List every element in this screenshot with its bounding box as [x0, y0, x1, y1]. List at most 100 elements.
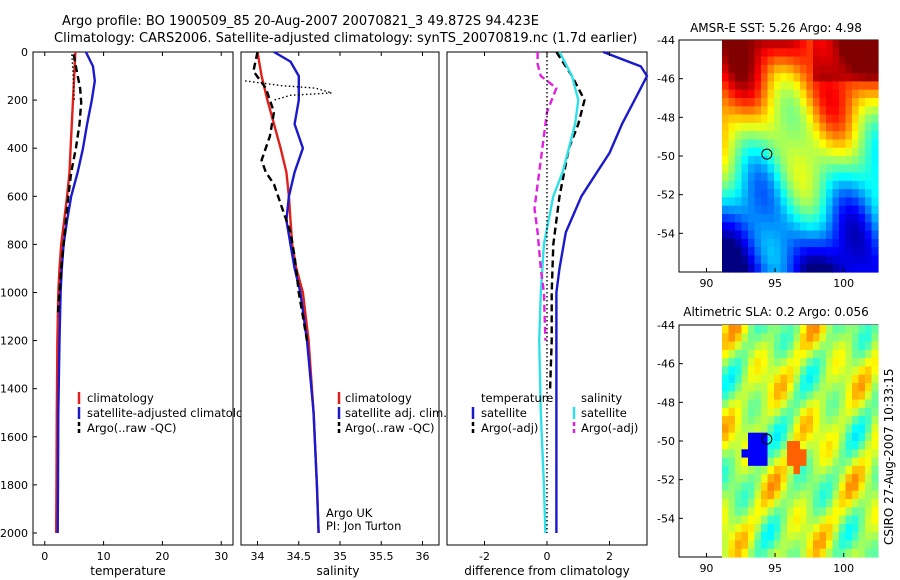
heatmap-cell: [852, 114, 860, 124]
heatmap-cell: [735, 482, 743, 492]
heatmap-cell: [767, 333, 775, 343]
heatmap-cell: [787, 548, 795, 558]
heatmap-cell: [722, 263, 730, 273]
heatmap-cell: [735, 399, 743, 409]
heatmap-cell: [767, 457, 775, 467]
heatmap-cell: [761, 399, 769, 409]
heatmap-cell: [806, 205, 814, 215]
heatmap-cell: [780, 81, 788, 91]
heatmap-cell: [748, 247, 756, 257]
heatmap-cell: [761, 416, 769, 426]
heatmap-cell: [767, 325, 775, 334]
heatmap-cell: [748, 482, 756, 492]
heatmap-cell: [767, 490, 775, 500]
heatmap-cell: [722, 548, 730, 558]
heatmap-cell: [826, 180, 834, 190]
heatmap-cell: [774, 391, 782, 401]
heatmap-cell: [728, 432, 736, 442]
heatmap-cell: [865, 172, 873, 182]
heatmap-cell: [819, 441, 827, 450]
heatmap-cell: [832, 482, 840, 492]
heatmap-cell: [741, 172, 749, 182]
heatmap-cell: [845, 366, 853, 376]
heatmap-cell: [787, 532, 795, 542]
heatmap-cell: [858, 325, 866, 334]
heatmap-cell: [741, 424, 749, 434]
heatmap-cell: [722, 189, 730, 199]
heatmap-cell: [819, 548, 827, 558]
heatmap-cell: [806, 156, 814, 165]
temperature-series-group: [55, 51, 97, 534]
series-line-satellite-adj-clim-: [273, 50, 320, 534]
heatmap-cell: [780, 325, 788, 334]
heatmap-cell: [748, 139, 756, 149]
heatmap-cell: [832, 40, 840, 49]
heatmap-cell: [806, 131, 814, 141]
heatmap-cell: [780, 540, 788, 550]
heatmap-cell: [754, 391, 762, 401]
heatmap-cell: [813, 515, 821, 525]
heatmap-cell: [865, 64, 873, 74]
heatmap-cell: [826, 98, 834, 107]
heatmap-cell: [871, 407, 879, 417]
heatmap-cell: [761, 358, 769, 368]
heatmap-cell: [852, 131, 860, 141]
heatmap-cell: [741, 180, 749, 190]
heatmap-cell: [767, 465, 775, 475]
heatmap-cell: [845, 230, 853, 240]
heatmap-cell: [754, 255, 762, 265]
legend-label-argo: Argo(..raw -QC): [87, 421, 177, 435]
annotation-pi: PI: Jon Turton: [326, 519, 401, 533]
heatmap-cell: [865, 474, 873, 484]
heatmap-cell: [813, 238, 821, 248]
heatmap-cell: [787, 89, 795, 99]
heatmap-cell: [819, 156, 827, 165]
heatmap-cell: [728, 56, 736, 66]
heatmap-cell: [754, 222, 762, 232]
heatmap-cell: [761, 263, 769, 273]
heatmap-cell: [787, 247, 795, 257]
heatmap-cell: [819, 131, 827, 141]
heatmap-cell: [774, 48, 782, 58]
heatmap-cell: [761, 122, 769, 132]
heatmap-cell: [806, 366, 814, 376]
heatmap-cell: [787, 358, 795, 368]
heatmap-cell: [806, 189, 814, 199]
heatmap-cell: [787, 48, 795, 58]
heatmap-cell: [858, 333, 866, 343]
heatmap-cell: [858, 515, 866, 525]
heatmap-cell: [839, 449, 847, 459]
heatmap-cell: [819, 238, 827, 248]
heatmap-cell: [748, 114, 756, 124]
heatmap-cell: [839, 122, 847, 132]
heatmap-cell: [845, 465, 853, 475]
heatmap-cell: [871, 383, 879, 392]
heatmap-cell: [735, 432, 743, 442]
heatmap-cell: [735, 407, 743, 417]
heatmap-cell: [728, 222, 736, 232]
heatmap-cell: [852, 383, 860, 392]
heatmap-cell: [839, 98, 847, 107]
heatmap-cell: [871, 189, 879, 199]
heatmap-cell: [826, 482, 834, 492]
heatmap-cell: [722, 48, 730, 58]
heatmap-cell: [780, 56, 788, 66]
heatmap-cell: [852, 490, 860, 500]
x-tick-label: 20: [155, 550, 169, 563]
heatmap-cell: [748, 73, 756, 83]
heatmap-cell: [839, 341, 847, 351]
heatmap-cell: [826, 391, 834, 401]
heatmap-cell: [813, 64, 821, 74]
heatmap-cell: [839, 172, 847, 182]
heatmap-cell: [787, 131, 795, 141]
heatmap-cell: [858, 349, 866, 359]
heatmap-cell: [826, 247, 834, 257]
heatmap-cell: [845, 349, 853, 359]
heatmap-cell: [722, 333, 730, 343]
heatmap-cell: [787, 407, 795, 417]
heatmap-cell: [741, 98, 749, 107]
heatmap-cell: [767, 482, 775, 492]
heatmap-cell: [767, 383, 775, 392]
heatmap-cell: [780, 73, 788, 83]
heatmap-cell: [871, 523, 879, 533]
